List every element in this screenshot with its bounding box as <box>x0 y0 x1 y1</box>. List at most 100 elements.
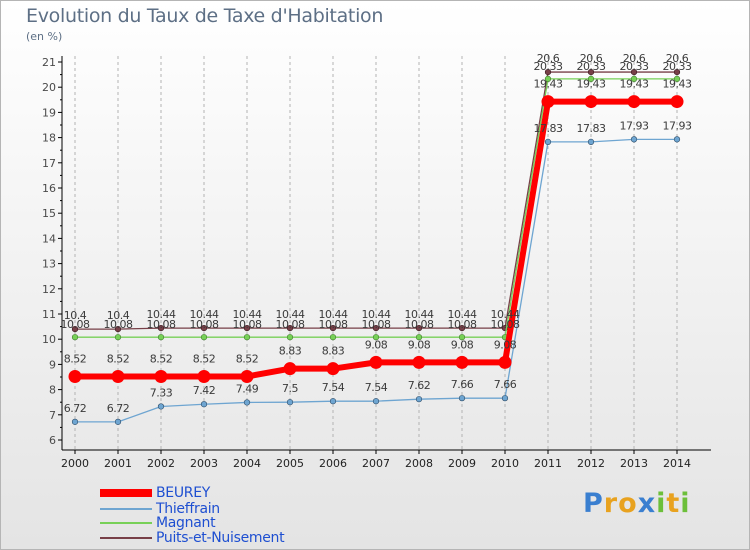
data-label: 6.72 <box>64 402 87 415</box>
data-point <box>243 399 251 406</box>
y-tick-label: 11 <box>42 308 56 321</box>
data-label: 19.43 <box>620 78 649 91</box>
legend-label: Magnant <box>156 515 216 531</box>
data-label: 7.49 <box>236 382 259 395</box>
logo-letter: r <box>603 488 619 519</box>
x-tick-label: 2012 <box>577 457 605 470</box>
data-point <box>498 355 512 369</box>
x-tick-label: 2005 <box>276 457 304 470</box>
legend-label: BEUREY <box>156 485 211 501</box>
data-label: 10.08 <box>233 318 262 331</box>
data-label: 9.08 <box>365 338 388 351</box>
data-label: 20.6 <box>537 52 560 65</box>
data-label: 20.33 <box>577 60 606 73</box>
x-tick-label: 2010 <box>491 457 519 470</box>
data-label: 20.6 <box>666 52 689 65</box>
y-tick-label: 6 <box>49 434 56 447</box>
logo-letter: x <box>637 488 657 519</box>
logo-letter: i <box>656 488 667 519</box>
data-point <box>200 325 208 332</box>
y-tick-label: 17 <box>42 157 56 170</box>
data-point <box>584 95 598 109</box>
data-label: 7.5 <box>282 382 298 395</box>
data-label: 20.6 <box>580 52 603 65</box>
data-point <box>501 395 509 402</box>
y-tick-label: 14 <box>42 232 56 245</box>
data-point <box>415 325 423 332</box>
x-tick-label: 2004 <box>233 457 261 470</box>
data-label-layer: 10.4 10.4 10.44 10.44 10.44 10.44 10.44 10.44 10… <box>61 52 693 415</box>
legend-item: Thieffrain <box>100 501 220 517</box>
y-tick-label: 20 <box>42 81 56 94</box>
data-label: 10.08 <box>61 318 90 331</box>
y-tick-label: 10 <box>42 333 56 346</box>
x-tick-label: 2013 <box>620 457 648 470</box>
data-point <box>587 138 595 145</box>
legend-swatch <box>100 537 152 539</box>
y-tick-label: 12 <box>42 283 56 296</box>
data-label: 20.33 <box>534 60 563 73</box>
data-point <box>71 334 79 341</box>
data-point <box>243 325 251 332</box>
data-point <box>458 325 466 332</box>
data-point <box>415 334 423 341</box>
legend-label: Thieffrain <box>156 501 220 517</box>
data-label: 10.08 <box>491 318 520 331</box>
data-label: 10.08 <box>448 318 477 331</box>
data-label: 10.44 <box>147 308 176 321</box>
data-label: 8.52 <box>64 352 87 365</box>
data-label: 10.44 <box>276 308 305 321</box>
data-point <box>329 334 337 341</box>
data-label: 10.44 <box>233 308 262 321</box>
data-point <box>286 325 294 332</box>
data-point <box>541 95 555 109</box>
logo-letter: t <box>666 488 681 519</box>
data-label: 10.08 <box>104 318 133 331</box>
data-label: 7.66 <box>494 378 517 391</box>
data-label: 7.62 <box>408 379 431 392</box>
data-point <box>114 334 122 341</box>
data-label: 10.08 <box>362 318 391 331</box>
data-point <box>630 68 638 76</box>
data-point <box>71 418 79 425</box>
data-label: 17.83 <box>534 122 563 135</box>
data-label: 10.08 <box>190 318 219 331</box>
data-label: 20.33 <box>663 60 692 73</box>
data-point <box>114 326 122 333</box>
logo-letter: o <box>618 488 638 519</box>
data-label: 10.08 <box>405 318 434 331</box>
data-label: 8.52 <box>193 352 216 365</box>
data-point <box>329 325 337 332</box>
y-tick-label: 7 <box>49 409 56 422</box>
x-tick-label: 2014 <box>663 457 691 470</box>
data-point <box>372 334 380 341</box>
data-label: 7.54 <box>322 381 345 394</box>
x-tick-label: 2007 <box>362 457 390 470</box>
data-label: 9.08 <box>494 338 517 351</box>
data-point <box>157 403 165 410</box>
data-point <box>200 334 208 341</box>
data-point <box>544 68 552 76</box>
logo-letter: i <box>680 488 691 519</box>
x-tick-label: 2006 <box>319 457 347 470</box>
data-label: 10.44 <box>491 308 520 321</box>
data-point <box>326 362 340 376</box>
data-label: 7.42 <box>193 384 216 397</box>
data-label: 10.4 <box>64 309 87 322</box>
x-tick-label: 2011 <box>534 457 562 470</box>
data-label: 10.08 <box>276 318 305 331</box>
data-point <box>630 75 638 82</box>
x-tick-label: 2002 <box>147 457 175 470</box>
data-label: 10.44 <box>448 308 477 321</box>
data-point <box>630 136 638 143</box>
data-label: 10.44 <box>405 308 434 321</box>
legend-item: Puits-et-Nuisement <box>100 530 285 546</box>
data-label: 10.08 <box>147 318 176 331</box>
data-label: 8.83 <box>279 345 302 358</box>
y-tick-label: 21 <box>42 56 56 69</box>
data-point <box>458 395 466 402</box>
data-point <box>114 418 122 425</box>
chart-subtitle: (en %) <box>26 30 63 43</box>
logo-letter: P <box>583 488 604 519</box>
